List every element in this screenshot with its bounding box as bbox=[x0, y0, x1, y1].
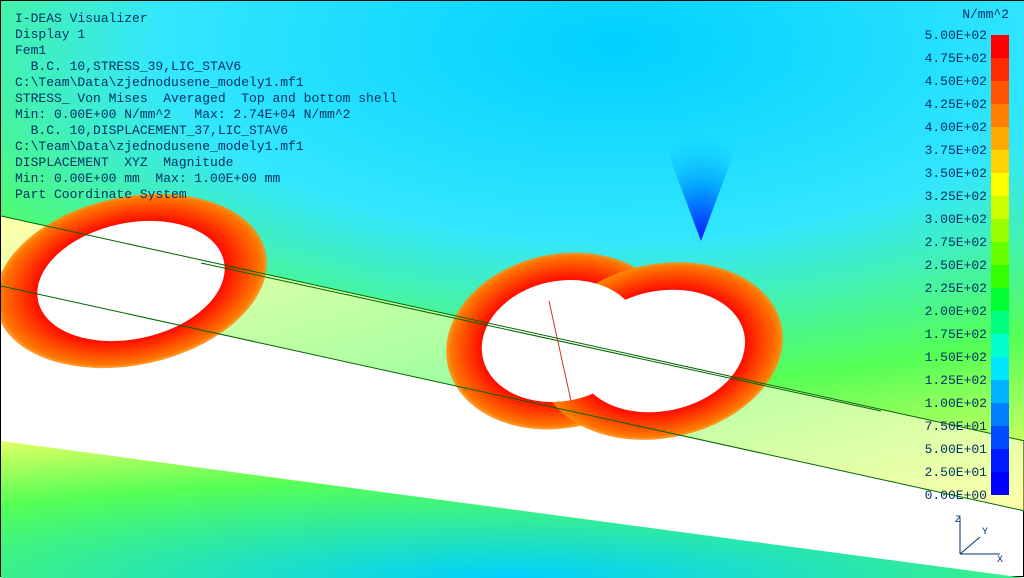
legend-tick: 7.50E+01 bbox=[925, 415, 987, 438]
legend-unit: N/mm^2 bbox=[925, 7, 1009, 22]
axis-label-z: Z bbox=[955, 515, 961, 526]
legend-swatch bbox=[991, 196, 1009, 219]
legend-tick: 1.75E+02 bbox=[925, 323, 987, 346]
legend-swatch bbox=[991, 265, 1009, 288]
legend-tick: 3.00E+02 bbox=[925, 208, 987, 231]
legend-tick: 0.00E+00 bbox=[925, 484, 987, 507]
fea-viewport: I-DEAS Visualizer Display 1 Fem1 B.C. 10… bbox=[0, 0, 1024, 577]
color-legend: N/mm^2 5.00E+024.75E+024.50E+024.25E+024… bbox=[925, 7, 1009, 507]
legend-tick: 1.00E+02 bbox=[925, 392, 987, 415]
legend-swatch bbox=[991, 127, 1009, 150]
legend-tick: 4.75E+02 bbox=[925, 47, 987, 70]
legend-swatch bbox=[991, 81, 1009, 104]
legend-swatch bbox=[991, 357, 1009, 380]
legend-swatch bbox=[991, 150, 1009, 173]
legend-swatch bbox=[991, 380, 1009, 403]
legend-tick: 1.50E+02 bbox=[925, 346, 987, 369]
legend-swatch bbox=[991, 311, 1009, 334]
legend-tick: 2.50E+02 bbox=[925, 254, 987, 277]
legend-swatch bbox=[991, 426, 1009, 449]
legend-tick: 2.50E+01 bbox=[925, 461, 987, 484]
legend-swatch bbox=[991, 334, 1009, 357]
legend-tick: 3.50E+02 bbox=[925, 162, 987, 185]
legend-swatch bbox=[991, 35, 1009, 58]
legend-tick: 1.25E+02 bbox=[925, 369, 987, 392]
legend-swatch bbox=[991, 173, 1009, 196]
axis-label-x: X bbox=[997, 555, 1003, 562]
legend-swatch bbox=[991, 449, 1009, 472]
legend-tick: 5.00E+02 bbox=[925, 24, 987, 47]
legend-tick: 2.25E+02 bbox=[925, 277, 987, 300]
legend-tick: 2.00E+02 bbox=[925, 300, 987, 323]
legend-swatch bbox=[991, 104, 1009, 127]
legend-tick: 3.25E+02 bbox=[925, 185, 987, 208]
coordinate-triad: Z Y X bbox=[945, 512, 1005, 562]
legend-swatch bbox=[991, 219, 1009, 242]
legend-swatch bbox=[991, 403, 1009, 426]
legend-tick: 5.00E+01 bbox=[925, 438, 987, 461]
legend-tick: 4.00E+02 bbox=[925, 116, 987, 139]
legend-tick: 4.50E+02 bbox=[925, 70, 987, 93]
axis-label-y: Y bbox=[982, 527, 988, 538]
legend-colorbar bbox=[991, 35, 1009, 495]
legend-tick: 4.25E+02 bbox=[925, 93, 987, 116]
legend-swatch bbox=[991, 472, 1009, 495]
legend-tick: 3.75E+02 bbox=[925, 139, 987, 162]
legend-swatch bbox=[991, 288, 1009, 311]
legend-swatch bbox=[991, 58, 1009, 81]
legend-tick: 2.75E+02 bbox=[925, 231, 987, 254]
info-overlay: I-DEAS Visualizer Display 1 Fem1 B.C. 10… bbox=[15, 11, 397, 203]
legend-swatch bbox=[991, 242, 1009, 265]
legend-labels: 5.00E+024.75E+024.50E+024.25E+024.00E+02… bbox=[925, 24, 987, 507]
